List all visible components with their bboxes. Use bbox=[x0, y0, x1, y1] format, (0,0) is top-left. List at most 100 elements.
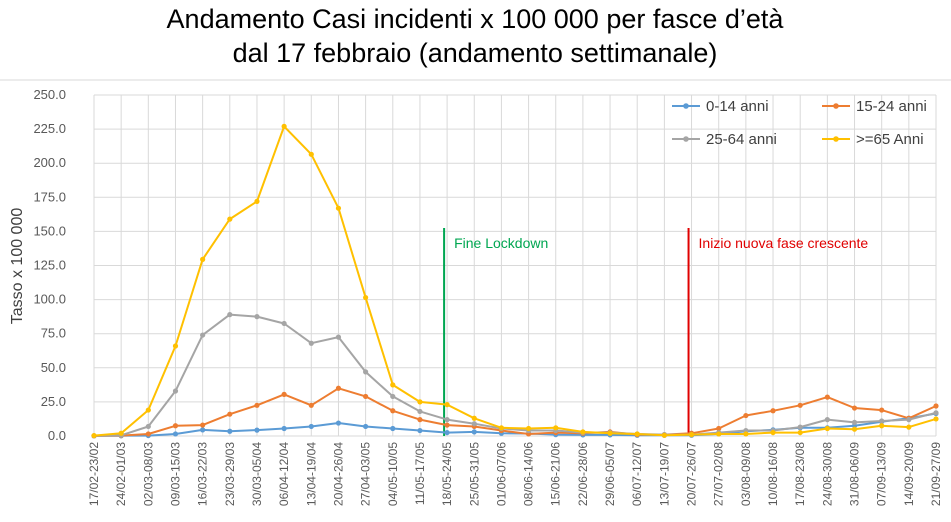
legend-label: >=65 Anni bbox=[856, 131, 924, 148]
legend: 0-14 anni 15-24 anni 25-64 anni >=65 Anni bbox=[672, 98, 927, 148]
data-point bbox=[172, 388, 179, 394]
data-point bbox=[417, 399, 423, 405]
data-point bbox=[281, 123, 287, 129]
data-point bbox=[254, 427, 260, 433]
data-point bbox=[797, 424, 803, 430]
data-point bbox=[688, 432, 695, 438]
data-point bbox=[335, 420, 342, 426]
x-tick-label: 17/08-23/08 bbox=[793, 442, 807, 506]
data-point bbox=[308, 423, 314, 430]
data-point bbox=[824, 394, 830, 400]
y-tick-label: 25.0 bbox=[41, 394, 66, 409]
data-point bbox=[363, 393, 369, 400]
data-point bbox=[661, 432, 667, 438]
x-tick-label: 11/05-17/05 bbox=[413, 442, 427, 505]
data-point bbox=[824, 425, 830, 432]
x-tick-label: 24/02-01/03 bbox=[114, 442, 128, 506]
data-point bbox=[335, 385, 342, 391]
data-point bbox=[254, 198, 260, 204]
data-point bbox=[444, 422, 450, 428]
y-tick-label: 50.0 bbox=[41, 360, 66, 375]
data-point bbox=[879, 418, 885, 424]
data-point bbox=[444, 417, 450, 423]
data-point bbox=[906, 424, 912, 430]
data-point bbox=[281, 391, 287, 397]
x-tick-label: 31/08-06/09 bbox=[848, 442, 862, 506]
x-tick-label: 06/07-12/07 bbox=[630, 442, 644, 506]
y-tick-label: 250.0 bbox=[33, 87, 66, 102]
data-point bbox=[200, 332, 206, 338]
x-tick-label: 21/09-27/09 bbox=[929, 442, 943, 506]
x-axis: 17/02-23/02 24/02-01/03 02/03-08/03 09/03-1… bbox=[87, 442, 943, 506]
x-tick-label: 02/03-08/03 bbox=[141, 442, 155, 506]
data-point bbox=[906, 417, 912, 423]
x-tick-label: 24/08-30/08 bbox=[820, 442, 834, 506]
data-point bbox=[444, 429, 450, 436]
data-point bbox=[145, 407, 151, 413]
x-tick-label: 01/06-07/06 bbox=[494, 442, 508, 506]
data-point bbox=[172, 423, 179, 429]
data-point bbox=[200, 427, 206, 433]
annotation-label: Inizio nuova fase crescente bbox=[699, 235, 869, 251]
series-line bbox=[93, 313, 937, 437]
x-tick-label: 27/07-02/08 bbox=[712, 442, 726, 506]
x-tick-label: 09/03-15/03 bbox=[168, 442, 182, 506]
data-point bbox=[851, 419, 858, 425]
x-tick-label: 14/09-20/09 bbox=[902, 442, 916, 506]
data-point bbox=[308, 340, 314, 346]
data-point bbox=[933, 403, 939, 409]
x-tick-label: 04/05-10/05 bbox=[386, 442, 400, 506]
data-point bbox=[607, 430, 613, 436]
data-point bbox=[227, 312, 233, 318]
data-point bbox=[743, 431, 749, 437]
legend-swatch-marker bbox=[683, 103, 689, 109]
legend-swatch-marker bbox=[683, 136, 689, 142]
data-point bbox=[172, 343, 179, 349]
y-tick-label: 125.0 bbox=[33, 258, 66, 273]
x-tick-label: 20/07-26/07 bbox=[685, 442, 699, 506]
y-tick-label: 75.0 bbox=[41, 326, 66, 341]
x-tick-label: 23/03-29/03 bbox=[223, 442, 237, 506]
x-tick-label: 30/03-05/04 bbox=[250, 442, 264, 506]
gridlines bbox=[93, 94, 937, 437]
data-point bbox=[390, 408, 396, 414]
data-point bbox=[335, 334, 342, 340]
chart-title-line2: dal 17 febbraio (andamento settimanale) bbox=[233, 38, 718, 68]
y-tick-label: 225.0 bbox=[33, 121, 66, 136]
data-point bbox=[797, 429, 803, 436]
data-point bbox=[743, 412, 749, 419]
data-point bbox=[525, 425, 532, 432]
series-line bbox=[93, 387, 937, 437]
data-point bbox=[471, 421, 477, 427]
legend-swatch-marker bbox=[833, 136, 839, 142]
x-tick-label: 03/08-09/08 bbox=[739, 442, 753, 506]
x-tick-label: 22/06-28/06 bbox=[576, 442, 590, 506]
series->=65 Anni bbox=[91, 123, 939, 439]
data-point bbox=[363, 294, 369, 301]
x-tick-label: 29/06-05/07 bbox=[603, 442, 617, 506]
data-point bbox=[716, 431, 722, 437]
x-tick-label: 07/09-13/09 bbox=[875, 442, 889, 506]
x-tick-label: 10/08-16/08 bbox=[766, 442, 780, 506]
data-point bbox=[200, 256, 206, 262]
x-tick-label: 13/07-19/07 bbox=[657, 442, 671, 506]
data-point bbox=[145, 423, 151, 430]
legend-label: 0-14 anni bbox=[706, 98, 769, 115]
data-point bbox=[851, 405, 858, 411]
x-tick-label: 15/06-21/06 bbox=[549, 442, 563, 506]
data-point bbox=[254, 402, 260, 408]
data-point bbox=[172, 431, 179, 437]
data-point bbox=[281, 320, 287, 327]
data-point bbox=[308, 402, 314, 408]
data-point bbox=[851, 426, 858, 432]
data-point bbox=[118, 430, 124, 436]
legend-label: 15-24 anni bbox=[856, 98, 927, 115]
data-point bbox=[879, 423, 885, 429]
data-point bbox=[797, 402, 803, 408]
data-point bbox=[770, 408, 776, 414]
data-point bbox=[471, 415, 477, 421]
data-point bbox=[634, 431, 640, 437]
x-tick-label: 13/04-19/04 bbox=[304, 442, 318, 506]
chart-title-line1: Andamento Casi incidenti x 100 000 per f… bbox=[167, 4, 785, 34]
